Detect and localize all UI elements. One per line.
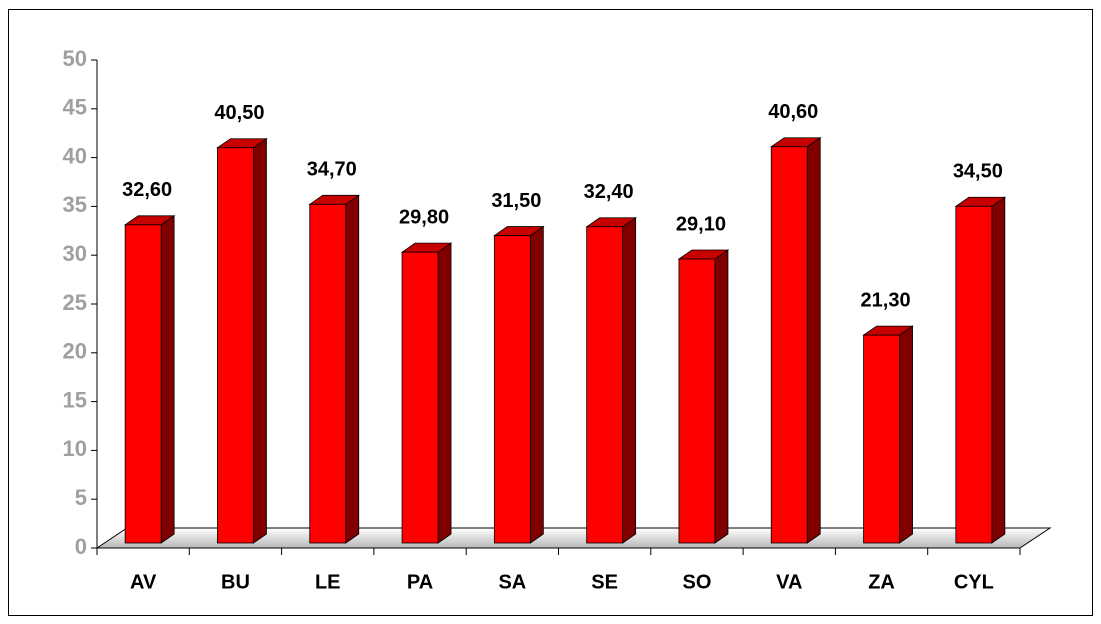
bar-side xyxy=(437,242,452,544)
x-tick-label: BU xyxy=(221,571,250,593)
bar-side xyxy=(160,215,175,544)
x-tick-label: PA xyxy=(407,571,433,593)
bar xyxy=(863,334,900,544)
bar xyxy=(217,147,254,544)
y-tick-label: 5 xyxy=(75,485,87,510)
bar-side xyxy=(345,194,360,544)
y-tick-label: 30 xyxy=(63,241,87,266)
bar-side xyxy=(806,136,821,544)
value-label: 40,60 xyxy=(768,101,818,123)
value-label: 34,70 xyxy=(307,159,357,181)
bar-side xyxy=(253,137,267,544)
value-label: 32,60 xyxy=(122,179,172,201)
x-tick-label: VA xyxy=(776,571,802,593)
bar xyxy=(124,224,162,544)
x-tick-label: AV xyxy=(130,571,157,593)
value-label: 29,10 xyxy=(676,213,726,235)
y-tick-label: 25 xyxy=(63,290,87,315)
bar-side xyxy=(714,249,729,544)
bar-side xyxy=(622,217,637,544)
bar xyxy=(586,226,624,544)
bar xyxy=(770,146,808,544)
value-label: 31,50 xyxy=(491,190,541,212)
y-tick-label: 0 xyxy=(75,534,87,559)
x-tick-label: SA xyxy=(498,571,526,593)
y-tick-label: 45 xyxy=(63,95,87,120)
value-label: 34,50 xyxy=(953,161,1003,183)
value-label: 29,80 xyxy=(399,206,449,228)
x-tick-label: ZA xyxy=(868,571,895,593)
value-label: 21,30 xyxy=(861,289,911,311)
bar-side xyxy=(899,325,913,544)
x-tick-label: SO xyxy=(682,571,711,593)
value-label: 40,50 xyxy=(214,102,264,124)
value-label: 32,40 xyxy=(584,181,634,203)
bar xyxy=(678,258,716,544)
x-tick-label: SE xyxy=(591,571,618,593)
y-tick-label: 15 xyxy=(63,387,87,412)
bar xyxy=(309,203,347,544)
y-tick-label: 20 xyxy=(63,339,87,364)
bar xyxy=(955,205,993,544)
y-tick-label: 40 xyxy=(63,143,87,168)
x-tick-label: LE xyxy=(315,571,341,593)
bar xyxy=(401,251,439,544)
y-tick-label: 50 xyxy=(63,46,87,71)
bar-side xyxy=(991,196,1006,544)
x-tick-label: CYL xyxy=(954,571,994,593)
y-tick-label: 35 xyxy=(63,192,87,217)
y-tick-label: 10 xyxy=(63,436,87,461)
bar-side xyxy=(529,225,544,544)
bar xyxy=(493,235,531,544)
